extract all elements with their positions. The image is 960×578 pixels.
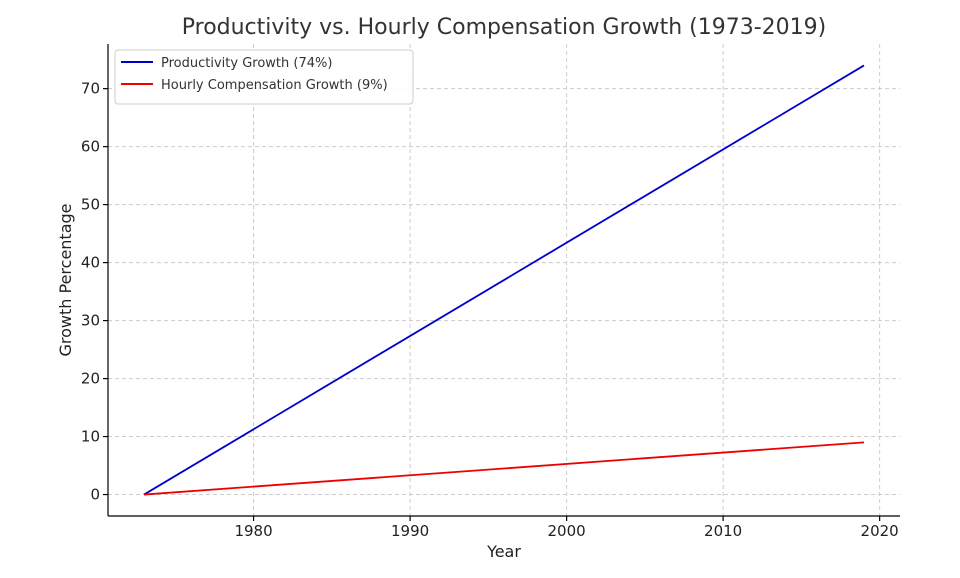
x-tick-label: 2000 [548,522,586,540]
y-tick-label: 50 [81,196,100,214]
axes [103,44,900,521]
y-tick-label: 30 [81,312,100,330]
y-tick-label: 20 [81,370,100,388]
grid [108,44,900,516]
x-tick-label: 1990 [391,522,429,540]
series-line-2 [143,441,865,496]
y-tick-label: 70 [81,80,100,98]
legend-label: Hourly Compensation Growth (9%) [161,78,388,93]
x-tick-label: 1980 [234,522,272,540]
series-line-1 [143,64,865,496]
x-tick-label: 2010 [704,522,742,540]
series-layer [143,64,865,496]
y-tick-label: 40 [81,254,100,272]
legend-label: Productivity Growth (74%) [161,56,332,71]
legend: Productivity Growth (74%) Hourly Compensa… [114,49,414,105]
y-tick-label: 60 [81,138,100,156]
chart-title: Productivity vs. Hourly Compensation Gro… [182,15,826,40]
x-tick-label: 2020 [861,522,899,540]
y-tick-label: 0 [90,486,100,504]
x-axis-label: Year [486,542,521,561]
y-tick-label: 10 [81,428,100,446]
legend-box [114,49,414,105]
y-axis-label: Growth Percentage [56,203,75,356]
tick-labels: 1980 1990 2000 2010 2020 0 10 20 30 40 50 60 70 [81,80,899,540]
